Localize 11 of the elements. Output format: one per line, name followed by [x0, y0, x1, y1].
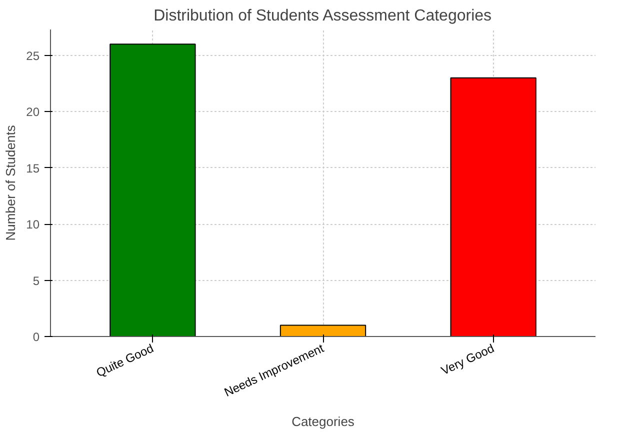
chart-title: Distribution of Students Assessment Categories [154, 8, 492, 24]
x-axis-title: Categories [292, 414, 355, 429]
x-tick-label: Quite Good [94, 341, 156, 380]
y-tick-label: 20 [26, 105, 40, 120]
y-tick-label: 10 [26, 218, 40, 232]
y-tick-label: 0 [32, 330, 40, 344]
y-tick-label: 25 [26, 48, 40, 63]
y-tick-label: 5 [32, 274, 40, 288]
y-axis-title: Number of Students [3, 124, 18, 241]
y-tick-label: 15 [26, 161, 40, 176]
x-tick-label: Very Good [438, 341, 496, 378]
